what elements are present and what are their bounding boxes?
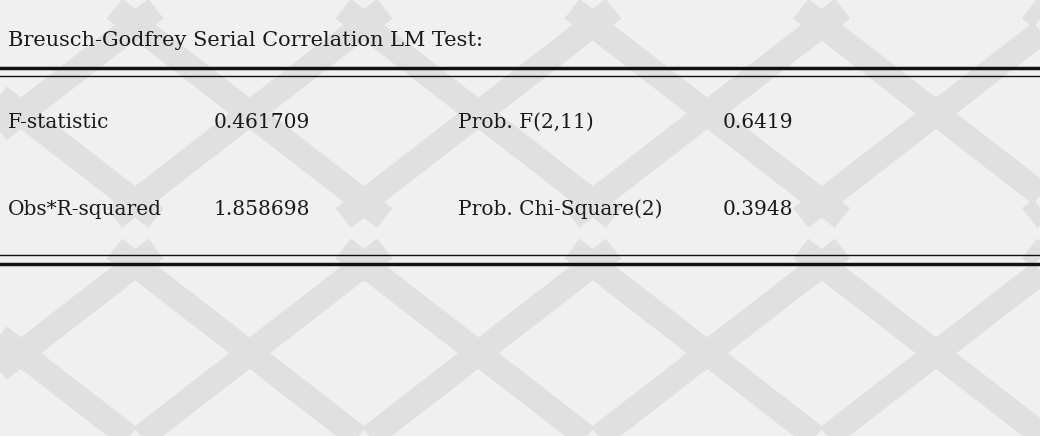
- Text: 0.461709: 0.461709: [213, 112, 310, 132]
- Text: 1.858698: 1.858698: [213, 200, 310, 219]
- Text: Prob. Chi-Square(2): Prob. Chi-Square(2): [458, 199, 662, 219]
- Text: 0.3948: 0.3948: [723, 200, 794, 219]
- Text: Obs*R-squared: Obs*R-squared: [8, 200, 162, 219]
- Text: Breusch-Godfrey Serial Correlation LM Test:: Breusch-Godfrey Serial Correlation LM Te…: [8, 31, 484, 50]
- Text: 0.6419: 0.6419: [723, 112, 794, 132]
- Text: F-statistic: F-statistic: [8, 112, 109, 132]
- Text: Prob. F(2,11): Prob. F(2,11): [458, 112, 594, 132]
